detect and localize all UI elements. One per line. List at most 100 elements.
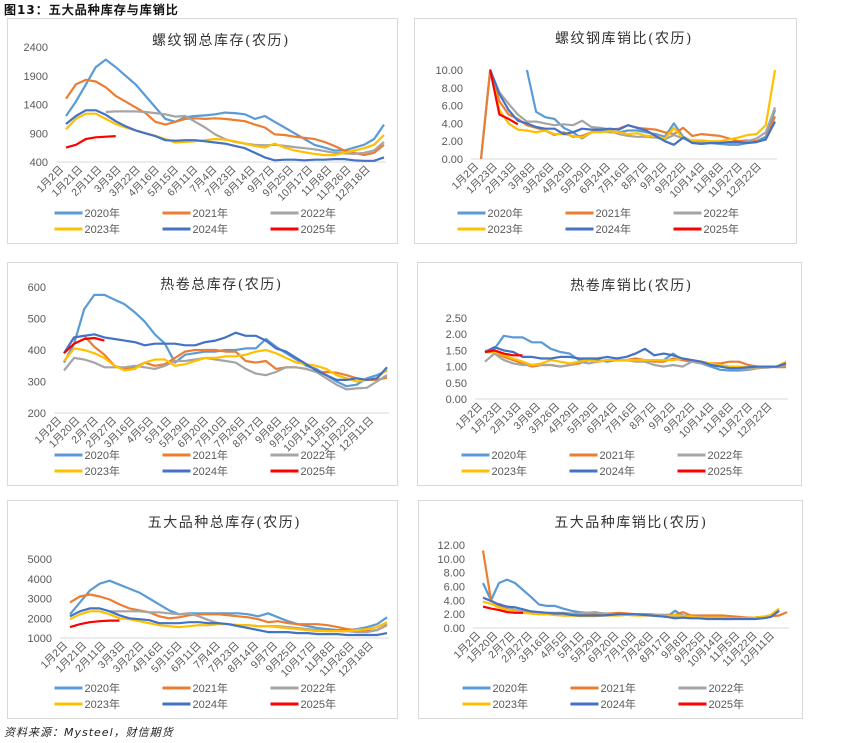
legend-label: 2023年 [85,697,120,711]
legend-label: 2020年 [85,448,120,462]
y-tick-label: 1900 [24,71,48,83]
series-line-2023 [489,69,777,143]
series-line-2020 [65,58,385,152]
y-tick-label: 1000 [28,633,52,645]
series-line-2025 [69,619,120,629]
legend-item: 2024年 [569,464,635,478]
y-tick-label: 5000 [28,554,52,566]
chart-hrc-inventory: 热卷总库存(农历) 600 500 400 300 200 1月2日 1月20日 2月7日 2月2… [7,262,398,486]
y-tick-label: 10.00 [437,554,465,566]
legend-label: 2022年 [709,681,744,695]
legend-label: 2023年 [85,222,120,236]
legend-item: 2020年 [54,448,120,462]
legend-label: 2023年 [492,464,527,478]
series-line-2021 [481,550,788,619]
chart-rebar-inventory-sales-ratio: 螺纹钢库销比(农历) 10.00 8.00 6.00 4.00 2.00 0.00 1月2日 1… [414,18,797,244]
legend-label: 2022年 [301,206,336,220]
source-note: 资料来源：Mysteel，财信期货 [4,726,174,739]
series-line-2025 [65,135,116,149]
legend-label: 2021年 [596,206,631,220]
y-tick-label: 4.00 [442,118,463,130]
chart-title: 螺纹钢总库存(农历) [152,33,290,49]
legend-item: 2021年 [569,448,635,462]
chart-five-products-inventory-sales-ratio: 五大品种库销比(农历) 12.00 10.00 8.00 6.00 4.00 2.00 0.0… [418,500,803,719]
legend-label: 2021年 [600,448,635,462]
series-line-2025 [482,605,523,614]
legend-item: 2025年 [270,222,336,236]
legend-label: 2025年 [704,222,739,236]
legend-label: 2021年 [193,681,228,695]
legend-label: 2022年 [704,206,739,220]
legend-label: 2023年 [85,464,120,478]
y-tick-label: 6.00 [444,582,465,594]
legend-label: 2022年 [301,448,336,462]
y-tick-label: 0.00 [444,623,465,635]
chart-svg: 热卷库销比(农历)2.502.001.501.000.500.001月2日1月2… [446,278,788,478]
legend-item: 2024年 [570,697,636,711]
legend-item: 2021年 [162,448,228,462]
series-line-2024 [482,596,780,621]
legend-label: 2025年 [301,464,336,478]
legend-label: 2020年 [493,681,528,695]
series-line-2024 [484,346,787,370]
legend-item: 2022年 [678,681,744,695]
legend-label: 2024年 [596,222,631,236]
legend-item: 2024年 [162,222,228,236]
legend-item: 2020年 [457,206,523,220]
chart-svg: 五大品种总库存(农历)500040003000200010001月2日1月21日… [28,515,389,711]
legend-label: 2023年 [488,222,523,236]
legend-item: 2025年 [678,697,744,711]
legend-label: 2021年 [193,206,228,220]
y-tick-label: 2.00 [444,609,465,621]
legend-label: 2025年 [301,697,336,711]
legend-item: 2020年 [461,448,527,462]
series-line-2023 [484,349,787,369]
legend-label: 2020年 [488,206,523,220]
series-line-2021 [65,78,385,157]
series-line-2024 [63,331,388,381]
legend-label: 2020年 [492,448,527,462]
chart-title: 螺纹钢库销比(农历) [555,31,693,47]
series-line-2024 [489,69,776,146]
y-tick-label: 0.00 [446,394,467,406]
legend-label: 2024年 [193,464,228,478]
y-tick-label: 8.00 [444,568,465,580]
legend-item: 2025年 [673,222,739,236]
legend-label: 2024年 [193,222,228,236]
legend-item: 2024年 [162,464,228,478]
legend-item: 2025年 [270,464,336,478]
series-line-2021 [69,593,388,633]
chart-title: 热卷库销比(农历) [570,278,692,294]
legend-label: 2025年 [709,697,744,711]
y-tick-label: 300 [28,377,46,389]
legend-item: 2023年 [462,697,528,711]
legend-item: 2021年 [565,206,631,220]
y-tick-label: 8.00 [442,83,463,95]
chart-svg: 五大品种库销比(农历) 12.00 10.00 8.00 6.004.00 2.00 0.0… [437,515,789,711]
y-tick-label: 2.00 [446,329,467,341]
legend-label: 2025年 [301,222,336,236]
legend-item: 2023年 [54,464,120,478]
legend-item: 2021年 [162,206,228,220]
series-line-2023 [65,112,385,157]
legend-label: 2021年 [601,681,636,695]
legend-label: 2021年 [193,448,228,462]
series-line-2020 [479,69,777,159]
legend-label: 2022年 [301,681,336,695]
y-tick-label: 1.00 [446,362,467,374]
y-tick-label: 200 [28,408,46,420]
y-tick-label: 500 [28,314,46,326]
legend-label: 2024年 [600,464,635,478]
series-line-2021 [63,334,388,381]
chart-title: 五大品种总库存(农历) [148,515,301,531]
y-tick-label: 12.00 [437,540,465,552]
legend-item: 2020年 [54,206,120,220]
y-tick-label: 2000 [28,613,52,625]
legend-label: 2022年 [708,448,743,462]
figure-title: 图13：五大品种库存与库销比 [4,3,179,17]
legend-item: 2023年 [461,464,527,478]
y-tick-label: 1400 [24,100,48,112]
legend-item: 2020年 [54,681,120,695]
legend-item: 2022年 [270,206,336,220]
legend-item: 2021年 [570,681,636,695]
